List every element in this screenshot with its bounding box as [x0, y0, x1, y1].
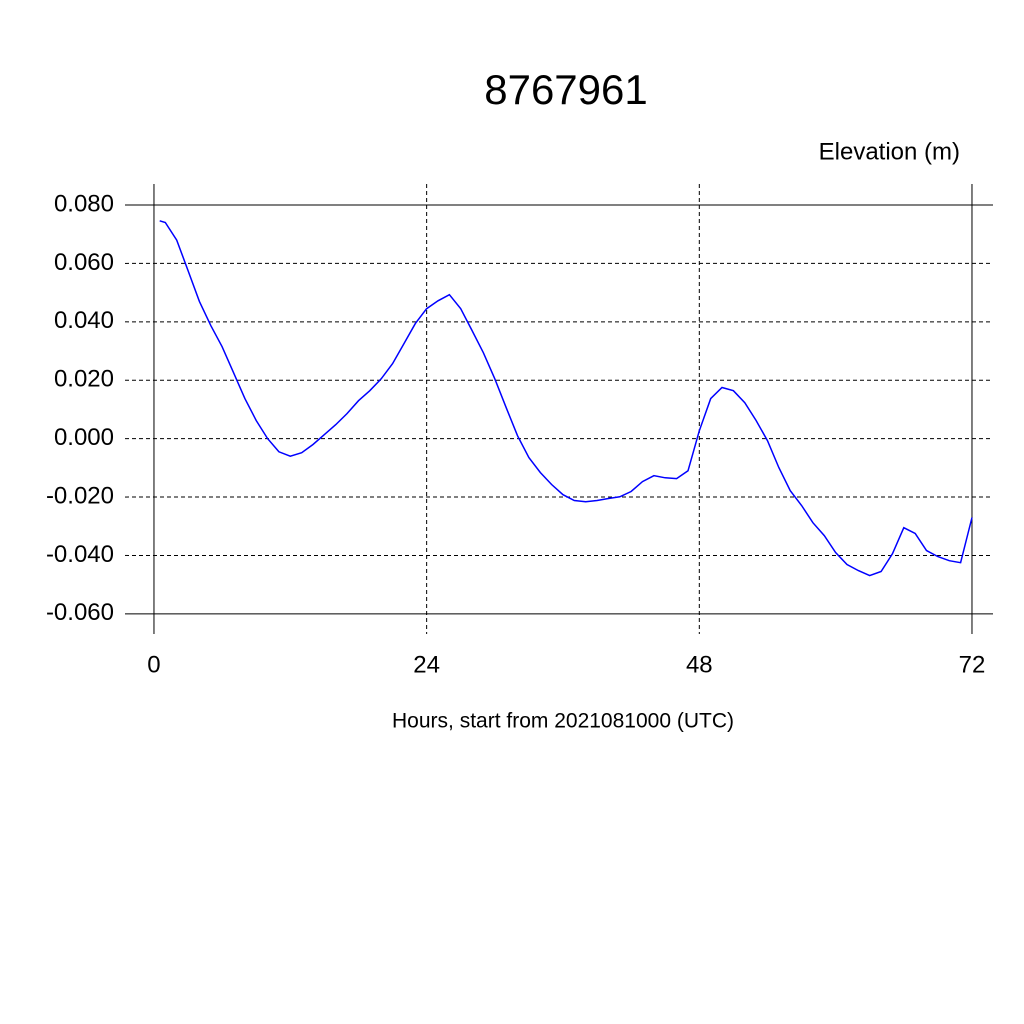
- x-axis-label: Hours, start from 2021081000 (UTC): [392, 710, 734, 733]
- y-tick-label: 0.080: [54, 190, 114, 217]
- x-tick-label: 24: [413, 651, 440, 678]
- data-line: [159, 220, 973, 577]
- y-tick-label: 0.060: [54, 249, 114, 276]
- chart-title: 8767961: [484, 66, 648, 113]
- y-tick-label: 0.000: [54, 424, 114, 451]
- x-tick-label: 0: [147, 651, 160, 678]
- x-tick-label: 48: [686, 651, 713, 678]
- y-tick-label: 0.040: [54, 307, 114, 334]
- y-tick-label: 0.020: [54, 366, 114, 393]
- y-tick-label: -0.060: [46, 599, 114, 626]
- y-tick-label: -0.040: [46, 541, 114, 568]
- chart-subtitle: Elevation (m): [819, 138, 960, 165]
- y-tick-label: -0.020: [46, 482, 114, 509]
- x-tick-label: 72: [959, 651, 986, 678]
